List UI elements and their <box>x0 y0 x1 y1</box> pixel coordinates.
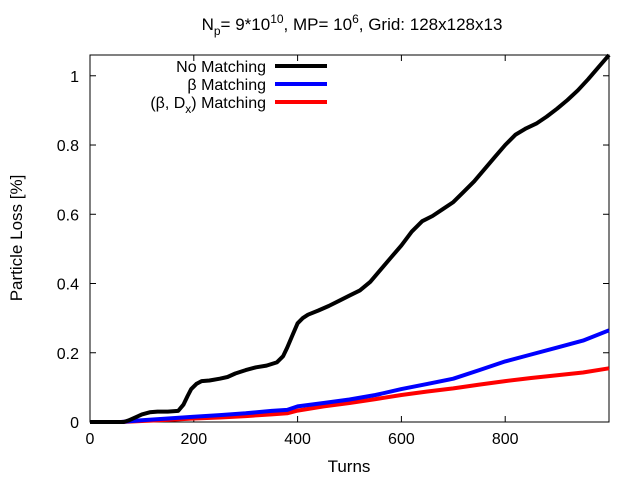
x-axis-title: Turns <box>328 457 371 476</box>
y-tick-label: 0.6 <box>57 207 79 224</box>
x-tick-label: 200 <box>180 431 207 448</box>
y-tick-label: 0.4 <box>57 277 79 294</box>
legend: No Matching β Matching (β, Dx) Matching <box>150 59 327 116</box>
title-np-value: = 9*10 <box>221 15 271 34</box>
legend-entry-beta-matching: β Matching <box>187 77 327 94</box>
legend-label-beta-dx-subscript: x <box>185 102 191 116</box>
series-line-no-matching <box>90 53 611 424</box>
y-tick-label: 0.8 <box>57 138 79 155</box>
legend-entry-beta-dx-matching: (β, Dx) Matching <box>150 95 327 116</box>
title-np-exponent: 10 <box>270 12 284 26</box>
x-tick-label: 0 <box>86 431 95 448</box>
chart-title: Np= 9*1010, MP= 106, Grid: 128x128x13 <box>202 12 503 38</box>
title-mp: , MP= 10 <box>284 15 353 34</box>
title-np-symbol: N <box>202 15 214 34</box>
y-tick-label: 0.2 <box>57 346 79 363</box>
title-mp-exponent: 6 <box>352 12 359 26</box>
x-tick-label: 800 <box>492 431 519 448</box>
legend-entry-no-matching: No Matching <box>176 59 327 76</box>
x-tick-label: 400 <box>284 431 311 448</box>
plot-frame <box>89 54 610 423</box>
legend-label-beta-matching: β Matching <box>187 77 266 94</box>
title-np-subscript: p <box>214 24 221 38</box>
series-line-beta-dx-matching <box>90 366 610 424</box>
x-tick-label: 600 <box>388 431 415 448</box>
y-axis-title: Particle Loss [%] <box>7 175 26 302</box>
legend-label-beta-dx-suffix: ) Matching <box>191 95 266 112</box>
y-tick-label: 0 <box>70 415 79 432</box>
legend-label-no-matching: No Matching <box>176 59 266 76</box>
legend-label-beta-dx-matching: (β, Dx) Matching <box>150 95 266 116</box>
series-lines <box>90 53 611 424</box>
y-tick-label: 1 <box>70 69 79 86</box>
title-grid: , Grid: 128x128x13 <box>359 15 503 34</box>
legend-label-beta-dx-prefix: (β, D <box>150 95 185 112</box>
series-line-beta-matching <box>90 328 610 424</box>
tick-labels: 0 200 400 600 800 0 0.2 0.4 0.6 0.8 1 <box>57 69 519 448</box>
